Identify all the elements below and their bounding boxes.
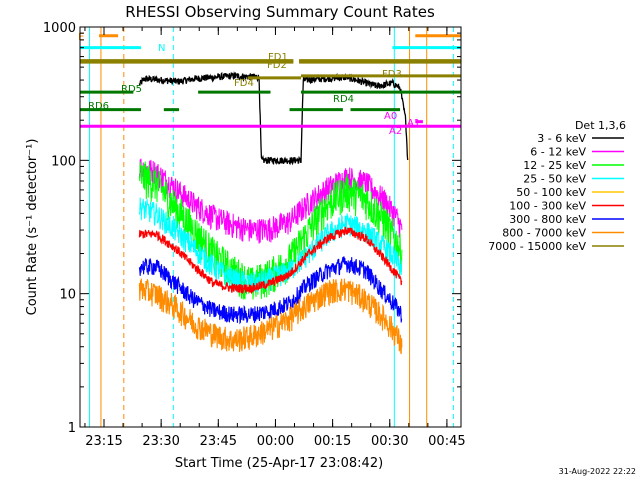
state-label-a2: A2 — [389, 126, 402, 137]
state-label-fd1: FD1 — [268, 52, 288, 63]
plot-frame — [79, 26, 462, 428]
trace-100-300-kev — [138, 226, 403, 295]
y-axis-ticks: 1 10 100 1000 — [43, 21, 461, 436]
legend-label-6: 300 - 800 keV — [509, 213, 586, 226]
legend-label-0: 3 - 6 keV — [537, 132, 586, 145]
x-tick-label-00:30: 00:30 — [371, 434, 408, 449]
state-label-n: N — [158, 43, 165, 54]
state-label-e: E — [78, 32, 84, 43]
x-tick-label-23:45: 23:45 — [200, 434, 237, 449]
legend-label-2: 12 - 25 keV — [523, 159, 586, 172]
x-tick-label-00:00: 00:00 — [257, 434, 294, 449]
state-label-fd2: FD2 — [267, 60, 287, 71]
chart-title: RHESSI Observing Summary Count Rates — [125, 3, 435, 21]
legend-label-5: 100 - 300 keV — [509, 200, 586, 213]
timestamp: 31-Aug-2022 22:22 — [559, 467, 636, 476]
y-tick-label-10: 10 — [59, 288, 76, 303]
state-label-rd6: RD6 — [88, 101, 109, 112]
state-label-fd4: FD4 — [234, 78, 254, 89]
y-axis-label: Count Rate (s⁻¹ detector⁻¹) — [25, 139, 40, 316]
x-tick-label-23:15: 23:15 — [85, 434, 122, 449]
trace-12-25-kev — [138, 161, 403, 300]
x-tick-label-00:45: 00:45 — [428, 434, 465, 449]
x-tick-label-23:30: 23:30 — [142, 434, 179, 449]
x-axis-label: Start Time (25-Apr-17 23:08:42) — [175, 456, 383, 471]
trace-800-7000-kev — [138, 278, 403, 355]
trace-300-800-kev — [138, 256, 403, 325]
legend-label-3: 25 - 50 keV — [523, 173, 586, 186]
state-label-rd4: RD4 — [333, 94, 354, 105]
x-tick-label-00:15: 00:15 — [314, 434, 351, 449]
state-label-a1: A1 — [407, 118, 420, 129]
y-tick-label-1: 1 — [68, 421, 76, 436]
count-rate-traces — [138, 71, 409, 355]
state-label-rd5: RD5 — [121, 84, 142, 95]
vertical-marker-lines — [89, 27, 454, 427]
x-axis-ticks: 23:15 23:30 23:45 00:00 00:15 00:30 00:45 — [84, 27, 466, 449]
legend-label-4: 50 - 100 keV — [516, 186, 586, 199]
trace-3-6-kev — [138, 71, 409, 166]
legend-label-1: 6 - 12 keV — [530, 146, 586, 159]
trace-6-12-kev — [138, 158, 403, 244]
y-tick-label-1000: 1000 — [43, 21, 76, 36]
y-tick-label-100: 100 — [51, 154, 76, 169]
state-label-fd3: FD3 — [382, 69, 402, 80]
legend-title: Det 1,3,6 — [575, 119, 626, 132]
legend-label-7: 800 - 7000 keV — [502, 227, 586, 240]
legend-label-8: 7000 - 15000 keV — [488, 240, 586, 253]
state-label-a0: A0 — [384, 111, 397, 122]
